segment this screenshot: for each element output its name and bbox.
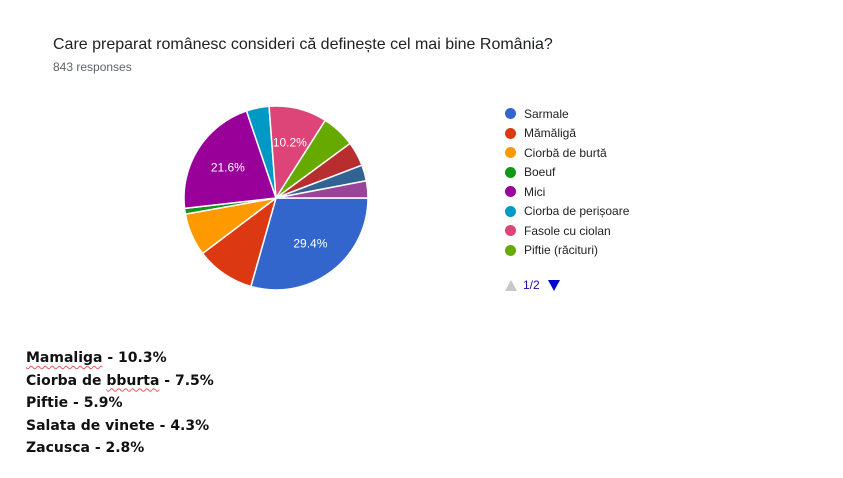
legend-label: Mici — [524, 184, 546, 199]
legend-item[interactable]: Fasole cu ciolan — [505, 221, 629, 241]
legend-item[interactable]: Ciorba de perișoare — [505, 202, 629, 222]
legend-color-dot-icon — [505, 186, 516, 198]
note-salata-de-vinete: Salata de vinete - 4.3% — [26, 417, 210, 434]
pie-slice[interactable] — [275, 179, 369, 199]
slice-percent-label: 29.4% — [293, 237, 327, 251]
legend-item[interactable]: Sarmale — [505, 104, 629, 124]
legend-label: Ciorba de perișoare — [524, 204, 630, 219]
legend-color-dot-icon — [505, 205, 516, 217]
response-count: 843 responses — [53, 60, 132, 74]
slice-percent-label: 10.2% — [273, 136, 307, 150]
misspelled-word: bburta — [106, 372, 160, 389]
legend-label: Ciorbă de burtă — [524, 145, 607, 160]
legend-label: Boeuf — [524, 165, 556, 180]
legend-item[interactable]: Mămăligă — [505, 124, 629, 144]
legend-color-dot-icon — [505, 147, 516, 159]
chart-legend: Sarmale Mămăligă Ciorbă de burtă Boeuf Mici C… — [505, 104, 629, 260]
legend-color-dot-icon — [505, 108, 516, 120]
slice-percent-label: 21.6% — [211, 160, 245, 174]
pie-slice[interactable] — [249, 197, 369, 291]
legend-color-dot-icon — [505, 127, 516, 139]
legend-item[interactable]: Ciorbă de burtă — [505, 143, 629, 163]
legend-item[interactable]: Mici — [505, 182, 629, 202]
pie-slice[interactable] — [183, 109, 278, 210]
legend-label: Sarmale — [524, 106, 569, 121]
note-mamaliga: Mamaliga - 10.3% — [26, 350, 167, 366]
misspelled-word: Mamaliga — [26, 350, 103, 366]
legend-color-dot-icon — [505, 166, 516, 178]
question-title: Care preparat românesc consideri că defi… — [53, 36, 553, 53]
legend-label: Mămăligă — [524, 126, 577, 141]
legend-item[interactable]: Boeuf — [505, 163, 629, 183]
legend-label: Piftie (răciturі) — [524, 243, 599, 258]
legend-item[interactable]: Piftie (răciturі) — [505, 241, 629, 261]
legend-page-indicator: 1/2 — [523, 278, 540, 292]
note-ciorba-de-burta: Ciorba de bburta - 7.5% — [26, 372, 214, 389]
previous-page-arrow-icon[interactable] — [505, 279, 517, 291]
legend-pager: 1/2 — [505, 278, 560, 292]
legend-color-dot-icon — [505, 225, 516, 237]
legend-label: Fasole cu ciolan — [524, 223, 611, 238]
annotation-notes: Mamaliga - 10.3% Ciorba de bburta - 7.5%… — [26, 348, 214, 461]
note-zacusca: Zacusca - 2.8% — [26, 440, 145, 456]
note-piftie: Piftie - 5.9% — [26, 395, 123, 411]
next-page-arrow-icon[interactable] — [547, 279, 560, 291]
legend-color-dot-icon — [505, 244, 516, 256]
